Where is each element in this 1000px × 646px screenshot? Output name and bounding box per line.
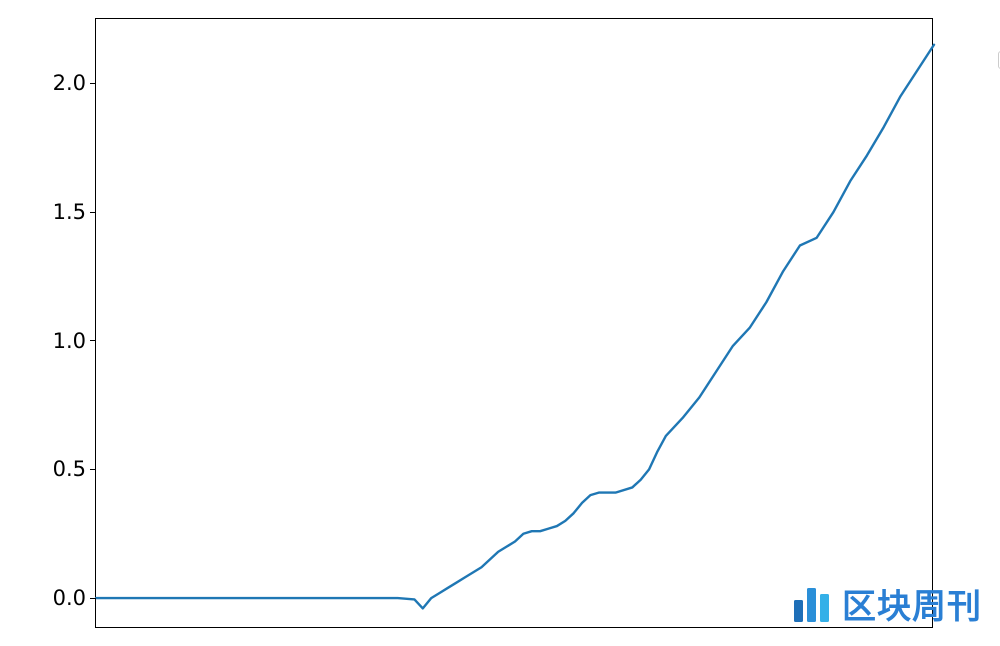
y-tick-label: 2.0 (53, 71, 96, 95)
y-tick-label: 0.0 (53, 586, 96, 610)
bars-icon (794, 586, 834, 622)
y-tick-label: 1.0 (53, 329, 96, 353)
watermark-text: 区块周刊 (842, 579, 982, 628)
y-tick-label: 1.5 (53, 200, 96, 224)
watermark: 区块周刊 (794, 579, 982, 628)
chart-container: 0.00.51.01.52.0 区块周刊 (0, 0, 1000, 646)
line-series (96, 45, 934, 609)
y-tick-label: 0.5 (53, 457, 96, 481)
plot-area: 0.00.51.01.52.0 (95, 18, 933, 628)
line-chart-svg (96, 19, 934, 629)
